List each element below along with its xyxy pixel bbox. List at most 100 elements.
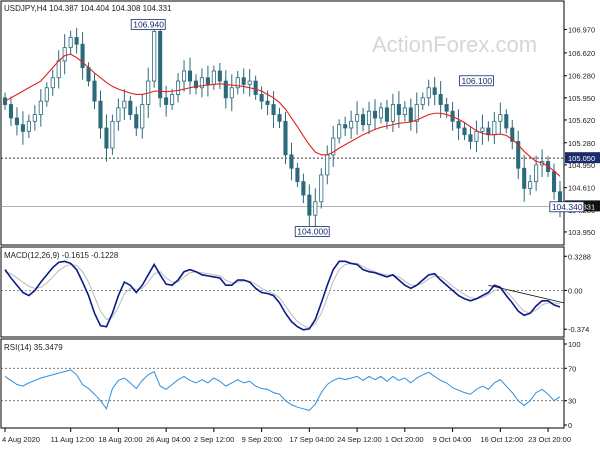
x-axis: 4 Aug 2020 11 Aug 12:00 18 Aug 20:00 26 Aug… [2,428,571,444]
candle-body [38,100,43,115]
candle-body [516,141,521,169]
annotation-label: 104.000 [297,227,328,237]
candle-body [98,100,103,129]
macd-panel-frame [0,246,565,338]
candle-body [349,120,354,129]
macd-signal-line [4,262,561,329]
annotation-box [130,19,166,30]
candle-body [361,114,366,126]
rsi-line [4,369,561,411]
candle-body [468,134,473,142]
candle-body [223,80,228,99]
candle-body [217,70,222,82]
candle-body [62,47,67,62]
candle-body [307,194,312,216]
price-tick-label: 105.620 [568,116,595,125]
price-panel-frame [0,0,565,246]
candle-body [378,107,384,119]
candle-body [331,137,336,156]
annotation-box [459,75,494,87]
candle-body [480,127,485,132]
candle-body [319,174,324,203]
candle-body [462,127,467,136]
annotation-label: 106.100 [461,76,492,86]
candle-body [134,114,139,129]
candle-body [110,120,115,149]
x-tick-label: 17 Sep 04:00 [289,435,334,444]
candle-body [498,114,503,122]
candle-body [510,127,515,142]
candle-body [193,80,199,89]
x-tick-label: 1 Oct 20:00 [385,435,424,444]
candle-body [366,110,372,126]
candle-body [301,181,306,196]
x-tick-label: 24 Sep 12:00 [337,435,382,444]
candle-body [313,201,318,216]
rsi-tick-label: 30 [568,397,576,406]
moving-average-line [4,53,561,177]
annotation-label: 104.340 [552,202,583,212]
candle-body [26,120,31,132]
candle-body [474,130,479,142]
rsi-layer: 100 70 30 0 [1,340,581,430]
candle-body [396,104,401,115]
candle-body [486,127,491,136]
candle-body [247,80,252,85]
candle-body [408,107,413,122]
level-tag [565,152,600,164]
price-tick-label: 104.610 [568,184,595,193]
candle-body [414,104,419,122]
price-tick-label: 106.620 [568,49,595,58]
candle-body [20,124,25,132]
price-tick-label: 103.950 [568,228,595,237]
macd-line [4,260,561,331]
candle-body [205,77,210,85]
candle-body [116,107,121,122]
candle-body [402,107,407,115]
candle-body [86,67,91,82]
macd-tick-label: 0.00 [568,286,583,295]
annotation-box [294,226,330,237]
candle-body [420,97,425,105]
candle-body [229,87,234,99]
candle-body [390,104,395,122]
candle-body [253,80,258,95]
candle-body [432,87,437,95]
candle-body [199,77,204,89]
candle-body [211,70,216,85]
rsi-label: RSI(14) 35.3479 [4,343,63,352]
candle-body [444,104,449,112]
candle-body [384,107,389,122]
x-tick-label: 11 Aug 12:00 [51,435,95,444]
price-tick-label: 106.970 [568,25,595,34]
candle-body [528,181,533,189]
candle-body [325,154,330,176]
candle-body [56,60,61,79]
rsi-tick-label: 100 [568,340,581,349]
candle-body [277,114,282,122]
candle-body [504,114,509,129]
rsi-tick-label: 70 [568,364,576,373]
candle-body [92,80,97,102]
candle-body [438,94,443,105]
price-tick-label: 105.280 [568,139,595,148]
candle-body [176,80,181,95]
x-tick-label: 16 Oct 12:00 [480,435,523,444]
macd-tick-label: -0.374 [568,325,589,334]
price-tick-label: 105.950 [568,94,595,103]
candle-body [44,87,49,102]
candle-body [283,120,288,156]
chart-header: USDJPY,H4 104.387 104.404 104.308 104.33… [4,4,172,13]
candle-body [259,94,264,102]
candle-body [241,77,246,85]
candle-body [372,110,378,119]
macd-layer: 0.3288 0.00 -0.374 [1,252,591,334]
candle-body [164,97,169,105]
candle-body [50,77,55,89]
x-tick-label: 18 Aug 20:00 [98,435,142,444]
rsi-tick-label: 0 [568,421,572,430]
macd-label: MACD(12,26,9) -0.1615 -0.1228 [4,251,119,260]
candle-body [8,104,14,119]
